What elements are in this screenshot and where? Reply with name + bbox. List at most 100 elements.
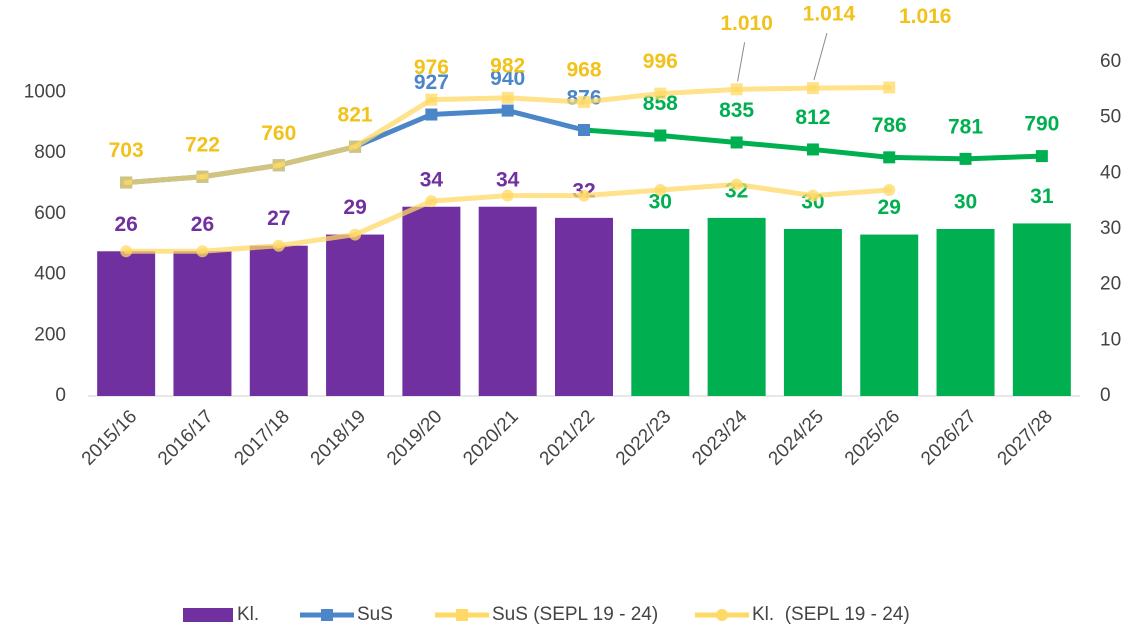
data-label: 940 xyxy=(490,67,525,90)
data-label: 30 xyxy=(649,191,672,214)
marker xyxy=(349,228,362,241)
line-segment xyxy=(963,153,1045,162)
data-label: 786 xyxy=(872,114,907,137)
data-label: 27 xyxy=(267,207,290,230)
y2-tick-label: 60 xyxy=(1100,51,1121,72)
data-label: 996 xyxy=(643,50,678,73)
line-segment xyxy=(199,162,282,180)
line-segment xyxy=(810,187,892,199)
x-tick-label: 2021/22 xyxy=(536,406,599,469)
data-label: 29 xyxy=(878,196,901,219)
marker xyxy=(1035,150,1048,163)
line-segment xyxy=(276,232,358,249)
marker xyxy=(806,143,819,156)
data-label: 982 xyxy=(490,54,525,77)
bar xyxy=(1012,223,1071,396)
data-label: 26 xyxy=(114,213,137,236)
y-tick-label: 1000 xyxy=(24,81,66,102)
data-label: 34 xyxy=(420,168,444,191)
marker xyxy=(654,87,667,100)
data-label: 927 xyxy=(414,71,449,94)
bar xyxy=(555,217,613,396)
marker xyxy=(654,129,667,142)
legend-marker xyxy=(716,609,728,621)
data-label: 29 xyxy=(343,196,366,219)
marker xyxy=(425,108,438,121)
y2-tick-label: 50 xyxy=(1100,107,1121,128)
line-segment xyxy=(886,154,969,162)
legend-label: SuS xyxy=(357,604,393,625)
x-tick-label: 2027/28 xyxy=(994,406,1057,469)
y2-tick-label: 0 xyxy=(1100,385,1111,406)
marker xyxy=(120,245,133,258)
line-segment xyxy=(352,198,434,238)
marker xyxy=(196,170,209,183)
x-tick-label: 2016/17 xyxy=(154,406,217,469)
marker xyxy=(806,82,819,95)
marker xyxy=(883,184,896,197)
marker xyxy=(501,189,514,202)
legend-marker xyxy=(321,609,333,621)
bar xyxy=(97,251,156,396)
y2-tick-label: 20 xyxy=(1100,274,1121,295)
line-segment xyxy=(734,85,816,92)
marker xyxy=(425,93,438,106)
marker xyxy=(272,239,285,252)
data-label: 703 xyxy=(109,139,144,162)
leader-line xyxy=(737,42,746,82)
marker xyxy=(501,104,514,117)
line-segment xyxy=(734,139,816,152)
legend-swatch xyxy=(183,608,233,622)
leader-line xyxy=(813,32,828,81)
bar xyxy=(936,229,995,396)
marker xyxy=(578,124,590,137)
marker xyxy=(883,151,896,164)
line-segment xyxy=(505,108,587,133)
data-label: 1.010 xyxy=(720,12,773,35)
marker xyxy=(730,83,743,96)
x-tick-label: 2025/26 xyxy=(841,406,904,469)
x-tick-label: 2020/21 xyxy=(459,406,522,469)
marker xyxy=(196,245,209,258)
marker xyxy=(730,136,743,149)
line-segment xyxy=(352,97,434,150)
legend-label: Kl. (SEPL 19 - 24) xyxy=(752,604,910,625)
line-segment xyxy=(810,146,892,160)
y2-tick-label: 10 xyxy=(1100,329,1121,350)
y-tick-label: 0 xyxy=(55,385,66,406)
data-label: 976 xyxy=(414,56,449,79)
line-segment xyxy=(505,95,587,105)
y-tick-label: 200 xyxy=(34,324,66,345)
y-tick-label: 600 xyxy=(34,203,66,224)
marker xyxy=(501,91,514,104)
data-label: 722 xyxy=(185,133,220,156)
line-segment xyxy=(734,181,816,199)
line-segment xyxy=(657,132,740,145)
data-label: 30 xyxy=(954,191,977,214)
data-label: 821 xyxy=(338,103,373,126)
bar xyxy=(860,234,919,396)
line-segment xyxy=(428,108,511,118)
x-tick-label: 2015/16 xyxy=(78,406,141,469)
x-tick-label: 2017/18 xyxy=(230,406,293,469)
bar xyxy=(783,229,842,396)
marker xyxy=(730,178,743,191)
marker xyxy=(349,140,362,153)
data-label: 760 xyxy=(261,122,296,145)
data-label: 812 xyxy=(795,106,830,129)
bar xyxy=(707,217,766,396)
line-segment xyxy=(810,85,892,91)
data-label: 968 xyxy=(566,59,601,82)
marker xyxy=(959,152,972,165)
marker xyxy=(120,176,133,189)
x-tick-label: 2022/23 xyxy=(612,406,675,469)
x-tick-label: 2023/24 xyxy=(688,406,752,470)
line-segment xyxy=(123,174,205,186)
data-label: 781 xyxy=(948,115,983,138)
legend-marker xyxy=(456,609,468,621)
x-tick-label: 2018/19 xyxy=(307,406,370,469)
marker xyxy=(578,189,590,202)
marker xyxy=(883,81,896,94)
x-tick-label: 2019/20 xyxy=(383,406,446,469)
